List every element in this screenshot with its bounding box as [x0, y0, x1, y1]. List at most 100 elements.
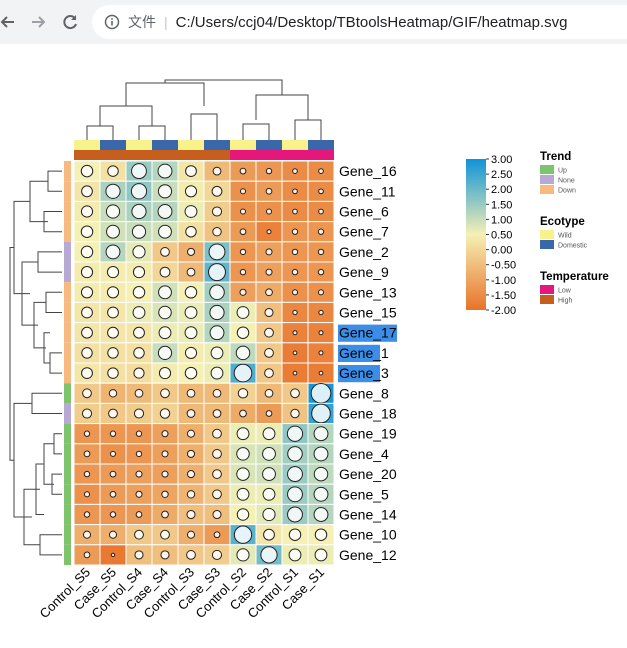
value-circle — [262, 487, 276, 501]
temperature-annotation-cell — [256, 150, 282, 160]
value-circle — [108, 389, 118, 398]
back-arrow-icon[interactable] — [0, 8, 22, 36]
value-circle — [239, 208, 247, 215]
value-circle — [131, 224, 147, 239]
row-label: Gene_13 — [339, 284, 397, 300]
value-circle — [314, 528, 328, 541]
value-circle — [158, 367, 172, 380]
info-icon[interactable] — [104, 14, 120, 30]
value-circle — [236, 427, 250, 441]
dendrogram-branch — [45, 291, 62, 313]
reload-icon[interactable] — [56, 8, 84, 36]
row-label: Gene_17 — [339, 325, 397, 341]
dendrogram-branch — [86, 125, 114, 141]
value-circle — [213, 531, 221, 539]
value-circle — [209, 284, 225, 301]
dendrogram-branch — [29, 180, 48, 223]
value-circle — [265, 288, 273, 297]
value-circle — [186, 247, 196, 256]
dendrogram-branch — [294, 119, 322, 141]
row-label: Gene_12 — [339, 547, 397, 563]
value-circle — [236, 467, 250, 481]
value-circle — [159, 408, 171, 419]
value-circle — [83, 491, 91, 498]
trend-annotation-cell — [64, 383, 71, 404]
value-circle — [318, 168, 324, 174]
colorbar: 3.00 2.50 2.00 1.50 1.00 0.50 0.00 -0.50 -1.00 -1… — [466, 154, 516, 317]
value-circle — [83, 511, 91, 518]
value-circle — [212, 166, 222, 176]
trend-annotation-cell — [64, 524, 71, 545]
value-circle — [265, 208, 273, 215]
value-circle — [209, 325, 225, 341]
value-circle — [262, 427, 276, 441]
value-circle — [318, 309, 324, 316]
row-label: Gene_8 — [339, 385, 389, 401]
value-circle — [239, 167, 247, 175]
value-circle — [81, 347, 93, 359]
value-circle — [290, 388, 300, 399]
column-dendrogram — [86, 79, 322, 141]
value-circle — [317, 289, 325, 296]
trend-annotation-cell — [64, 262, 71, 283]
row-label: Gene_20 — [339, 466, 397, 482]
value-circle — [134, 550, 144, 560]
legend-title: Temperature — [540, 271, 609, 283]
value-circle — [317, 228, 325, 235]
value-circle — [287, 486, 303, 503]
colorbar-tick-label: 3.00 — [491, 154, 512, 166]
value-circle — [184, 306, 198, 319]
value-circle — [208, 243, 226, 261]
value-circle — [292, 330, 298, 336]
value-circle — [158, 326, 172, 340]
value-circle — [239, 268, 247, 276]
value-circle — [287, 446, 303, 462]
ecotype-annotation-cell — [74, 140, 100, 150]
value-circle — [264, 307, 274, 318]
dendrogram-branch — [53, 433, 62, 455]
value-circle — [212, 489, 222, 500]
colorbar-tick-label: 1.50 — [491, 199, 512, 211]
ecotype-annotation-cell — [230, 140, 256, 150]
value-circle — [233, 363, 253, 383]
ecotype-annotation-cell — [178, 140, 204, 150]
value-circle — [265, 248, 273, 256]
ecotype-annotation-cell — [256, 140, 282, 150]
value-circle — [212, 428, 222, 439]
ecotype-annotation-cell — [152, 140, 178, 150]
row-label: Gene_4 — [339, 446, 389, 462]
file-label: 文件 — [128, 15, 156, 31]
address-bar[interactable]: 文件 | C:/Users/ccj04/Desktop/TBtoolsHeatm… — [92, 5, 627, 39]
value-circle — [264, 388, 274, 398]
legend-item-label: Low — [558, 288, 572, 295]
value-circle — [265, 167, 273, 175]
value-circle — [291, 268, 299, 276]
value-circle — [265, 268, 273, 276]
value-circle — [186, 550, 196, 560]
trend-annotation-cell — [64, 544, 71, 565]
value-circle — [107, 165, 119, 177]
value-circle — [184, 185, 198, 198]
column-labels: Control_S5Case_S5Control_S4Case_S4Contro… — [37, 565, 328, 622]
value-circle — [131, 163, 147, 180]
value-circle — [186, 429, 196, 438]
value-circle — [105, 183, 121, 199]
value-circle — [212, 409, 222, 418]
dendrogram-branch — [99, 105, 153, 126]
colorbar-tick-label: 0.00 — [491, 245, 512, 257]
value-circle — [318, 208, 324, 215]
value-circle — [313, 466, 329, 482]
value-circle — [236, 548, 250, 562]
value-circle — [260, 546, 278, 564]
value-circle — [83, 551, 91, 559]
url-text[interactable]: C:/Users/ccj04/Desktop/TBtoolsHeatmap/GI… — [175, 13, 568, 31]
value-circle — [314, 548, 328, 562]
colorbar-tick-label: 0.50 — [491, 230, 512, 242]
value-circle — [212, 509, 222, 520]
row-label: Gene_19 — [339, 426, 397, 442]
legend-swatch — [540, 285, 554, 294]
value-circle — [107, 326, 119, 339]
ecotype-annotation-cell — [282, 140, 308, 150]
forward-arrow-icon[interactable] — [24, 8, 52, 36]
trend-annotation-cell — [64, 181, 71, 202]
